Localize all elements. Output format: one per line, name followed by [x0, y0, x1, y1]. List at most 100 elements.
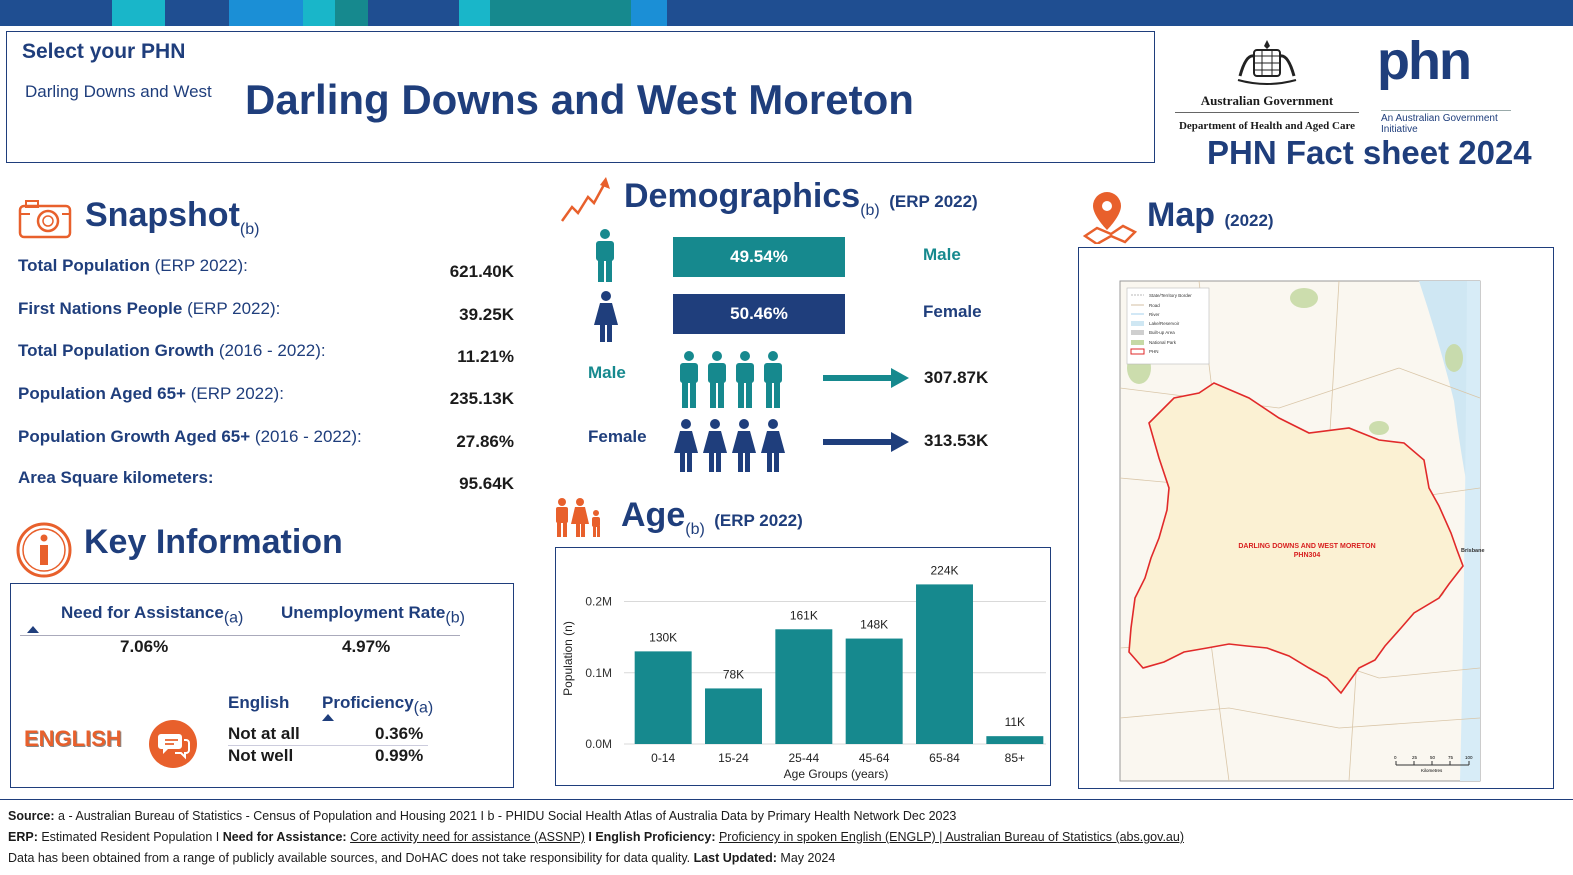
snapshot-value: 11.21% [457, 347, 514, 366]
map-title: Map (2022) [1147, 196, 1274, 234]
footer-divider [0, 799, 1573, 800]
info-icon [16, 522, 72, 578]
y-axis-label: Population (n) [561, 621, 575, 696]
female-legend-label: Female [923, 302, 982, 321]
map-region-code: PHN304 [1294, 552, 1321, 559]
footer-definitions: ERP: Estimated Resident Population I Nee… [8, 830, 1184, 844]
map-legend-item: PHN [1149, 349, 1159, 354]
map-legend: State/Territory Border Road River Lake/R… [1126, 287, 1210, 365]
snapshot-value: 27.86% [456, 432, 514, 451]
y-tick-label: 0.2M [585, 595, 612, 609]
map-scale-bar: 0 25 50 75 100 Kilometres [1394, 755, 1473, 773]
map-legend-item: Lake/Reservoir [1149, 321, 1180, 326]
x-tick-label: 85+ [1005, 751, 1025, 765]
y-tick-label: 0.1M [585, 666, 612, 680]
svg-text:25: 25 [1412, 755, 1418, 760]
snapshot-row: Total Population (ERP 2022): [18, 256, 248, 275]
map-legend-item: Road [1149, 303, 1160, 308]
bar-data-label: 224K [930, 563, 958, 577]
chart-bar [916, 584, 973, 744]
arrow-right-icon [823, 432, 909, 452]
chart-bar [845, 638, 903, 744]
female-figure-icon [594, 291, 618, 342]
svg-text:50: 50 [1430, 755, 1436, 760]
assnp-link[interactable]: Core activity need for assistance (ASSNP… [350, 830, 585, 844]
y-tick-label: 0.0M [585, 737, 612, 751]
trend-line-icon [560, 177, 610, 222]
select-phn-label: Select your PHN [22, 40, 186, 63]
bar-data-label: 148K [860, 618, 888, 632]
chart-bar [986, 736, 1044, 744]
factsheet-title: PHN Fact sheet 2024 [1207, 134, 1532, 171]
phn-selector-panel [6, 31, 1155, 163]
speech-bubble-icon [149, 720, 197, 768]
map-legend-item: National Park [1149, 340, 1177, 345]
male-group-icon [680, 351, 782, 408]
phn-logo-subtitle: An Australian Government Initiative [1381, 110, 1511, 135]
family-icon [556, 498, 600, 537]
chart-bar [705, 688, 762, 744]
need-for-assistance-label: Need for Assistance(a) [61, 603, 244, 627]
gov-name: Australian Government [1200, 93, 1334, 108]
unemployment-rate-value: 4.97% [342, 637, 391, 656]
unemployment-rate-label: Unemployment Rate(b) [281, 603, 465, 627]
phn-region-map[interactable]: DARLING DOWNS AND WEST MORETON PHN304 Br… [1079, 248, 1553, 788]
svg-text:0: 0 [1394, 755, 1397, 760]
female-percentage-bar: 50.46% [673, 294, 845, 334]
englp-link[interactable]: Proficiency in spoken English (ENGLP) | … [718, 830, 1184, 844]
page-title: Darling Downs and West Moreton [245, 76, 914, 123]
snapshot-row: Population Aged 65+ (ERP 2022): [18, 384, 284, 403]
age-title: Age(b) (ERP 2022) [621, 496, 803, 538]
chart-bar [775, 629, 833, 744]
male-percentage-bar: 49.54% [673, 237, 845, 277]
age-chart-panel: 0.0M 0.1M 0.2M 130K 0-14 78K 15-24 161K 25-44 148… [555, 547, 1051, 786]
female-count-value: 313.53K [924, 431, 989, 450]
key-information-panel [10, 583, 514, 788]
snapshot-value: 95.64K [459, 474, 514, 493]
bar-data-label: 161K [790, 608, 818, 622]
proficiency-column-header: Proficiency(a) [322, 693, 434, 717]
footer-disclaimer: Data has been obtained from a range of p… [8, 851, 836, 865]
x-tick-label: 15-24 [718, 751, 749, 765]
not-well-value: 0.99% [375, 746, 424, 765]
divider [228, 745, 428, 746]
bar-data-label: 11K [1005, 715, 1025, 729]
english-logo: ENGLISH [24, 726, 122, 751]
x-tick-label: 65-84 [929, 751, 960, 765]
phn-dropdown[interactable]: Darling Downs and West [25, 82, 212, 101]
map-panel: DARLING DOWNS AND WEST MORETON PHN304 Br… [1078, 247, 1554, 789]
sort-arrow-icon[interactable] [27, 626, 39, 633]
divider [20, 635, 460, 636]
svg-text:100: 100 [1465, 755, 1473, 760]
bar-data-label: 78K [723, 667, 744, 681]
snapshot-value: 235.13K [449, 389, 514, 408]
snapshot-value: 621.40K [449, 262, 514, 281]
map-pin-icon [1083, 192, 1137, 244]
snapshot-row: First Nations People (ERP 2022): [18, 299, 281, 318]
demographics-title: Demographics(b) (ERP 2022) [624, 177, 978, 219]
australian-government-logo: Australian Government Department of Heal… [1175, 36, 1359, 132]
top-color-strip [0, 0, 1573, 26]
x-tick-label: 25-44 [788, 751, 819, 765]
phn-logo: phn [1377, 31, 1472, 91]
snapshot-value: 39.25K [459, 305, 514, 324]
age-bar-chart: 0.0M 0.1M 0.2M 130K 0-14 78K 15-24 161K 25-44 148… [561, 563, 1046, 781]
map-legend-item: Built-up Area [1149, 330, 1175, 335]
svg-text:Kilometres: Kilometres [1421, 768, 1443, 773]
not-well-label: Not well [228, 746, 294, 765]
sort-arrow-icon[interactable] [322, 714, 334, 721]
not-at-all-value: 0.36% [375, 724, 424, 743]
footer-source: Source: a - Australian Bureau of Statist… [8, 809, 957, 823]
map-city-label: Brisbane [1461, 548, 1485, 554]
snapshot-row: Population Growth Aged 65+ (2016 - 2022)… [18, 427, 362, 446]
x-tick-label: 0-14 [651, 751, 675, 765]
male-count-label: Male [588, 363, 626, 382]
female-count-label: Female [588, 427, 647, 446]
map-legend-item: State/Territory Border [1149, 293, 1192, 298]
snapshot-row: Total Population Growth (2016 - 2022): [18, 341, 326, 360]
bar-data-label: 130K [649, 630, 677, 644]
male-legend-label: Male [923, 245, 961, 264]
snapshot-row: Area Square kilometers: [18, 468, 214, 487]
female-group-icon [674, 419, 785, 472]
map-region-label: DARLING DOWNS AND WEST MORETON [1238, 543, 1375, 550]
